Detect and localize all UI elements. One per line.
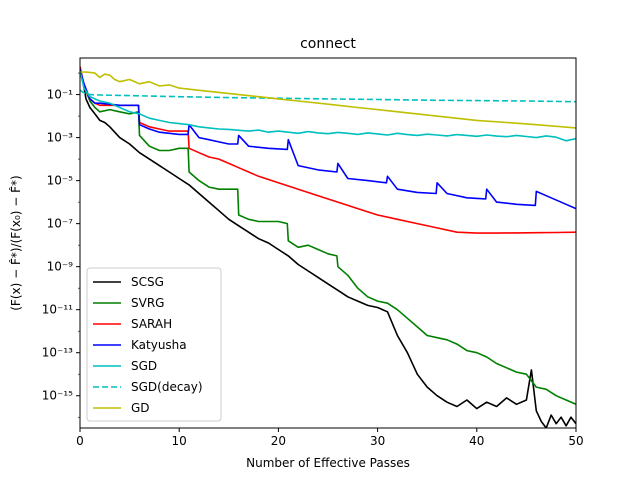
series-line-sgd [80, 70, 576, 142]
legend-label: Katyusha [131, 338, 187, 352]
y-tick-label: 10⁻⁷ [47, 217, 74, 231]
y-tick-label: 10⁻³ [47, 131, 74, 145]
y-tick-label: 10⁻¹ [47, 88, 74, 102]
legend-frame [86, 267, 222, 422]
x-tick-label: 20 [271, 434, 286, 448]
legend-label: SARAH [131, 317, 172, 331]
legend-label: SGD(decay) [131, 380, 203, 394]
legend-label: SVRG [131, 296, 164, 310]
x-tick-label: 10 [172, 434, 187, 448]
y-tick-label: 10⁻¹¹ [42, 303, 73, 317]
y-tick-label: 10⁻¹³ [42, 346, 73, 360]
plot-frame [79, 57, 577, 429]
series-line-gd [80, 71, 576, 129]
legend: SCSG SVRG SARAH Katyusha SGD SGD(decay) GD [86, 267, 222, 422]
series-layer [80, 66, 576, 428]
y-tick-label: 10⁻⁵ [47, 174, 74, 188]
y-axis-label: (F(x) − F̂*)/(F(x₀) − F̂*) [9, 175, 23, 311]
series-line-sgd-decay [80, 89, 576, 103]
legend-label: GD [131, 401, 150, 415]
axes-layer: 0 10 20 30 40 50 10⁻¹⁵ 10⁻¹³ 10⁻¹¹ 10⁻⁹ 10⁻⁷ 10⁻⁵ 10… [42, 57, 584, 448]
series-line-svrg [80, 66, 576, 406]
series-line-scsg [80, 68, 576, 428]
x-axis-label: Number of Effective Passes [246, 456, 410, 470]
chart-title: connect [300, 36, 356, 52]
series-line-katyusha [80, 68, 576, 210]
y-tick-label: 10⁻¹⁵ [42, 389, 73, 403]
x-tick-label: 0 [76, 434, 84, 448]
legend-label: SCSG [131, 275, 164, 289]
legend-label: SGD [131, 359, 157, 373]
x-tick-label: 30 [370, 434, 385, 448]
x-tick-label: 40 [469, 434, 484, 448]
y-tick-label: 10⁻⁹ [47, 260, 74, 274]
x-tick-label: 50 [568, 434, 583, 448]
